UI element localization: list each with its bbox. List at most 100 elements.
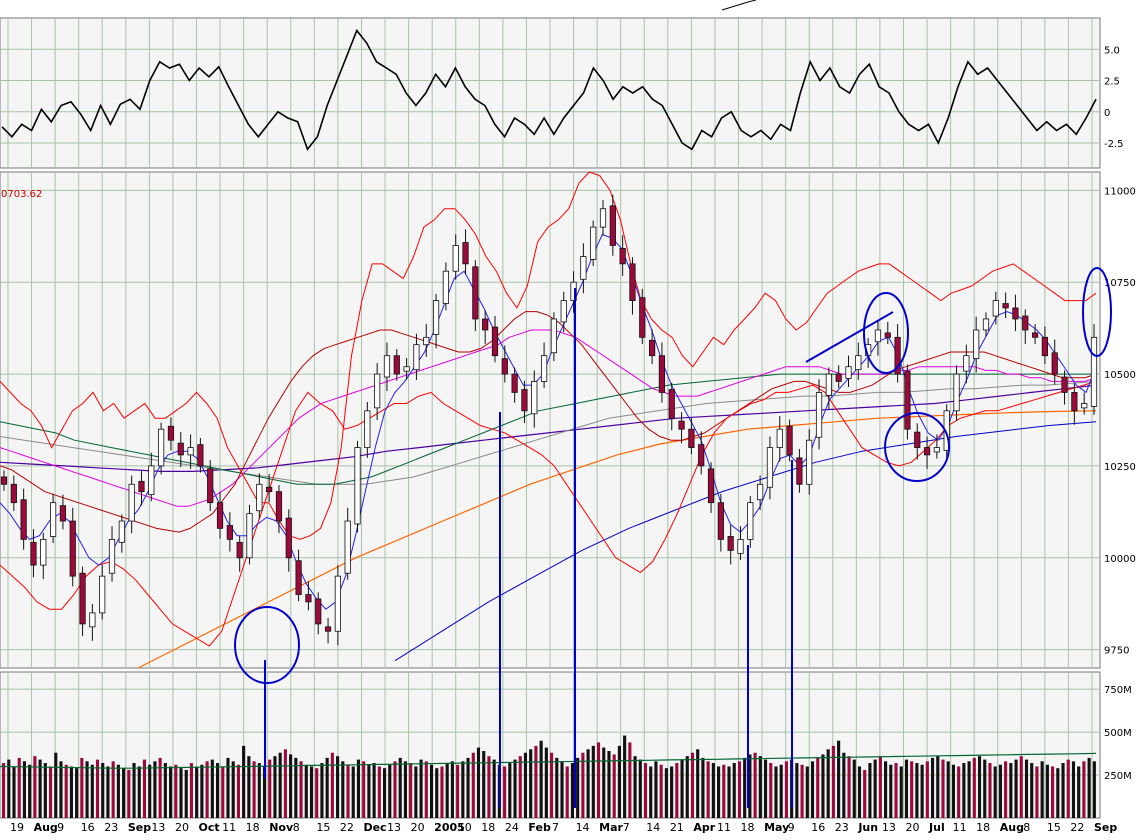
- candle: [374, 363, 381, 420]
- volume-bar: [899, 766, 903, 818]
- candle-body: [560, 300, 567, 323]
- volume-bar: [476, 747, 481, 818]
- candle-body: [796, 457, 803, 485]
- volume-bar: [1061, 763, 1065, 818]
- candle-body: [933, 447, 940, 453]
- volume-bar: [1077, 766, 1081, 818]
- candle: [923, 436, 931, 469]
- candle-body: [207, 468, 214, 504]
- candle-body: [727, 536, 734, 551]
- volume-bar: [242, 745, 246, 818]
- candle: [1041, 326, 1049, 365]
- candle: [874, 321, 882, 356]
- volume-bar: [889, 764, 893, 818]
- volume-bar: [784, 761, 788, 818]
- volume-bar: [299, 761, 303, 818]
- volume-bar: [842, 752, 846, 818]
- series-sma-long-blue: [394, 421, 1097, 662]
- x-tick-label: 21: [670, 821, 684, 834]
- candle: [815, 379, 823, 450]
- candle: [1031, 324, 1039, 344]
- candle-body: [1090, 336, 1098, 407]
- volume-bar: [998, 764, 1002, 818]
- candle: [89, 604, 96, 641]
- candle-body: [658, 355, 666, 393]
- volume-bar: [320, 763, 324, 818]
- volume-bar: [696, 749, 700, 818]
- candle-body: [501, 358, 508, 375]
- candle: [59, 494, 67, 530]
- x-tick-label: Nov: [269, 821, 294, 834]
- volume-bar: [957, 766, 961, 818]
- y-tick-label: 10500: [1104, 370, 1136, 381]
- volume-bar: [200, 764, 204, 818]
- x-tick-label: Mar: [599, 821, 623, 834]
- candle-body: [835, 373, 842, 382]
- volume-bar: [915, 763, 919, 818]
- candle-body: [550, 318, 558, 354]
- volume-bar: [925, 761, 929, 818]
- candle: [757, 475, 764, 511]
- volume-bar: [523, 752, 528, 818]
- x-tick-label: 22: [340, 821, 354, 834]
- volume-bar: [283, 749, 287, 818]
- candle-body: [256, 483, 263, 512]
- volume-bar: [654, 761, 658, 818]
- candle-body: [472, 266, 479, 320]
- volume-bar: [795, 763, 799, 818]
- volume-bar: [59, 761, 63, 818]
- volume-bar: [377, 766, 381, 818]
- candle-body: [452, 245, 459, 272]
- candle: [599, 199, 607, 236]
- candle-body: [943, 410, 950, 451]
- candle: [305, 581, 312, 611]
- candle: [30, 529, 37, 578]
- volume-bar: [195, 766, 199, 818]
- volume-bar: [492, 759, 496, 818]
- candle: [354, 440, 361, 533]
- volume-bar: [753, 752, 757, 818]
- volume-bar: [127, 769, 131, 818]
- volume-bar: [137, 766, 141, 818]
- volume-average-line: [0, 752, 1097, 769]
- candle: [855, 342, 862, 380]
- volume-bar: [95, 759, 100, 818]
- volume-bar: [904, 759, 909, 818]
- x-tick-label: Sep: [1094, 821, 1117, 834]
- volume-bar: [633, 756, 637, 818]
- candle: [511, 367, 518, 403]
- y-tick-label: 9750: [1104, 646, 1129, 657]
- volume-bar: [153, 761, 157, 818]
- volume-bar: [831, 745, 835, 818]
- volume-bar: [555, 757, 559, 818]
- candle-body: [383, 355, 391, 378]
- candle: [796, 449, 803, 493]
- volume-bar: [805, 766, 809, 818]
- volume-bar: [1040, 761, 1044, 818]
- candle-body: [118, 520, 125, 543]
- volume-bar: [289, 754, 293, 818]
- volume-bar: [863, 769, 867, 818]
- volume-bar: [257, 763, 261, 818]
- candle: [806, 429, 813, 495]
- y-tick-label: -2.5: [1104, 139, 1124, 150]
- candle-body: [266, 486, 273, 493]
- candle: [99, 565, 106, 620]
- candle: [845, 355, 852, 387]
- x-tick-label: 9: [788, 821, 795, 834]
- candle-body: [374, 373, 381, 409]
- x-tick-label: 11: [222, 821, 236, 834]
- volume-bar: [231, 761, 235, 818]
- candle: [344, 507, 351, 580]
- volume-bar: [1092, 761, 1096, 818]
- volume-bar: [169, 766, 173, 818]
- candle: [246, 504, 253, 565]
- volume-bar: [873, 759, 877, 818]
- candle: [540, 342, 548, 389]
- annotation-mark: [721, 0, 757, 11]
- x-tick-label: 20: [175, 821, 189, 834]
- x-tick-label: 9: [57, 821, 64, 834]
- candle: [619, 235, 626, 276]
- candle-body: [511, 373, 518, 393]
